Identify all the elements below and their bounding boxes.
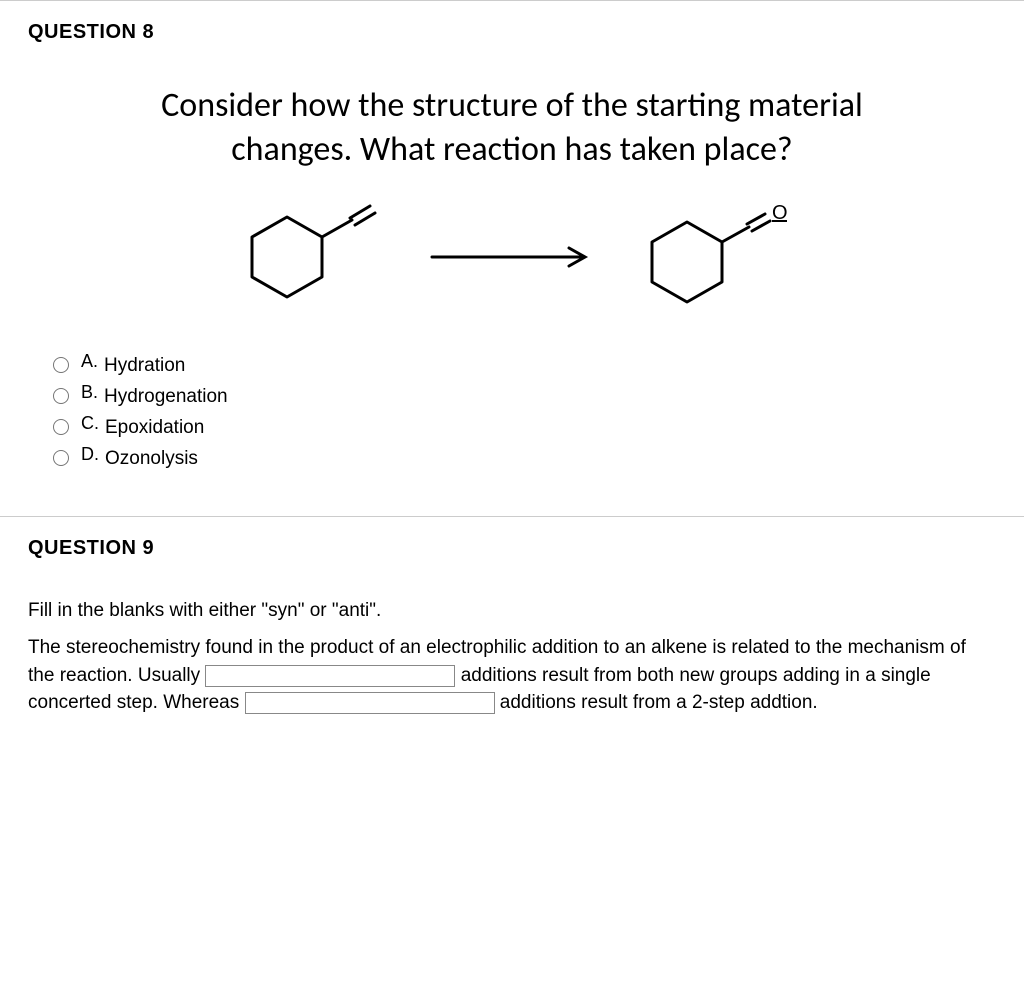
question-8-options: A. Hydration B. Hydrogenation C. Epoxida…	[48, 352, 996, 470]
product-structure-icon: O	[637, 202, 787, 312]
question-9-header: QUESTION 9	[28, 537, 996, 560]
option-b-letter: B.	[81, 382, 98, 403]
option-a-row[interactable]: A. Hydration	[48, 352, 996, 377]
question-8-block: QUESTION 8 Consider how the structure of…	[0, 0, 1024, 516]
option-d-row[interactable]: D. Ozonolysis	[48, 445, 996, 470]
prompt-line-1: Consider how the structure of the starti…	[161, 85, 863, 126]
question-8-prompt: Consider how the structure of the starti…	[28, 84, 996, 172]
option-d-radio[interactable]	[53, 450, 69, 466]
option-c-letter: C.	[81, 413, 99, 434]
option-b-text: Hydrogenation	[104, 386, 228, 408]
option-c-radio[interactable]	[53, 419, 69, 435]
question-8-header: QUESTION 8	[28, 21, 996, 44]
question-9-block: QUESTION 9 Fill in the blanks with eithe…	[0, 516, 1024, 757]
reaction-arrow-icon	[427, 242, 597, 272]
q9-segment-3: additions result from a 2-step addtion.	[500, 692, 818, 713]
option-d-text: Ozonolysis	[105, 448, 198, 470]
reaction-diagram: O	[28, 202, 996, 312]
question-9-instruction: Fill in the blanks with either "syn" or …	[28, 600, 996, 622]
blank-2-input[interactable]	[245, 692, 495, 714]
option-c-text: Epoxidation	[105, 417, 204, 439]
reactant-structure-icon	[237, 202, 387, 312]
question-9-body: The stereochemistry found in the product…	[28, 634, 996, 717]
option-d-letter: D.	[81, 444, 99, 465]
option-a-letter: A.	[81, 351, 98, 372]
option-a-text: Hydration	[104, 355, 185, 377]
option-b-row[interactable]: B. Hydrogenation	[48, 383, 996, 408]
svg-text:O: O	[772, 202, 787, 224]
option-c-row[interactable]: C. Epoxidation	[48, 414, 996, 439]
prompt-line-2: changes. What reaction has taken place?	[231, 129, 792, 170]
option-b-radio[interactable]	[53, 388, 69, 404]
option-a-radio[interactable]	[53, 357, 69, 373]
blank-1-input[interactable]	[205, 665, 455, 687]
